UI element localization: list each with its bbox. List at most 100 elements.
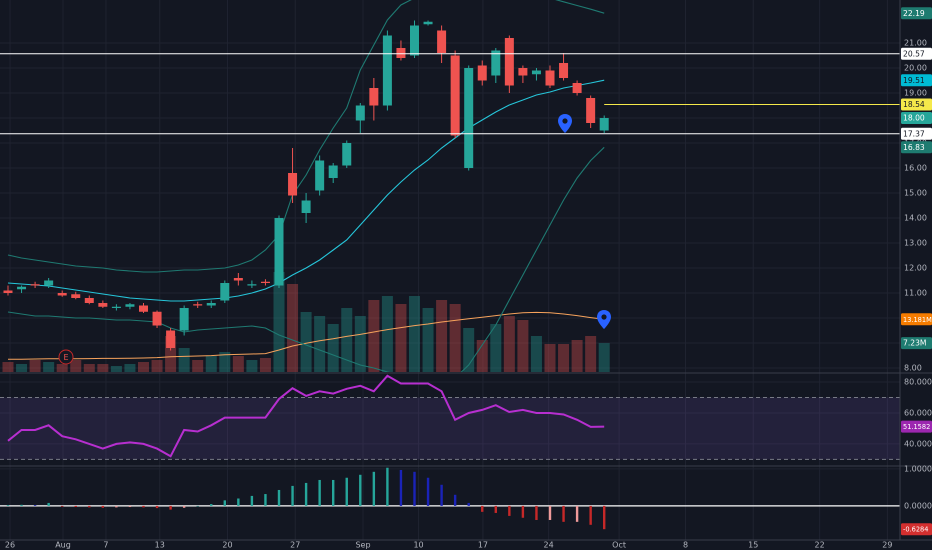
volume-bar — [2, 362, 14, 372]
candle-body — [138, 305, 148, 312]
candle-body — [342, 143, 352, 166]
volume-bar — [314, 316, 326, 372]
volume-bar — [43, 362, 55, 372]
candle-body — [396, 48, 406, 58]
histogram-bar — [575, 505, 579, 522]
price-marker-label: 16.83 — [903, 143, 925, 152]
y-tick-label: 14.00 — [904, 214, 927, 223]
earnings-event[interactable]: E — [58, 349, 74, 365]
volume-bar — [165, 336, 177, 372]
volume-bar — [327, 324, 339, 372]
candle-body — [545, 70, 555, 86]
candle-body — [125, 304, 135, 307]
indicator-panels — [0, 374, 900, 530]
candle-body — [220, 283, 230, 301]
x-tick-label: 10 — [413, 541, 423, 550]
axis-layer: 26Aug7132027Sep101724Oct81522298.009.001… — [5, 7, 932, 550]
histogram-bar — [264, 494, 267, 506]
volume-bar — [137, 362, 149, 372]
price-marker — [901, 313, 932, 326]
candle-body — [315, 160, 325, 191]
candle-body — [464, 68, 474, 168]
price-marker-label: 13.181M — [903, 316, 932, 324]
volume-bar — [151, 360, 163, 372]
volume-bar — [205, 356, 217, 372]
histogram-bar — [345, 477, 348, 506]
histogram-bar — [386, 467, 389, 506]
histogram-bar — [277, 489, 281, 506]
volume-bar — [56, 364, 68, 372]
y-tick-label: 60.0000 — [904, 408, 932, 417]
histogram-bar — [88, 505, 91, 508]
candle-body — [152, 311, 162, 326]
candle-body — [44, 280, 54, 286]
x-tick-label: 29 — [882, 541, 892, 550]
histogram-bar — [535, 505, 538, 520]
volume-bar — [70, 360, 82, 372]
candle-body — [84, 298, 94, 303]
volume-bar — [341, 308, 353, 372]
volume-bar — [232, 356, 244, 372]
volume-bar — [29, 360, 41, 372]
candle-body — [17, 286, 27, 290]
volume-bar — [354, 316, 366, 372]
price-marker — [901, 420, 932, 433]
candle-body — [504, 38, 514, 86]
volume-bar — [395, 304, 407, 372]
price-marker-label: 20.57 — [903, 49, 925, 58]
volume-bar — [490, 324, 502, 372]
pin-icon[interactable] — [558, 114, 572, 133]
volume-bar — [124, 364, 136, 372]
price-marker — [901, 112, 932, 124]
volume-bar — [463, 328, 475, 372]
histogram-bar — [47, 502, 50, 506]
histogram-bar — [115, 505, 118, 508]
y-tick-label: 16.00 — [904, 164, 927, 173]
candle-body — [193, 304, 203, 306]
volume-bar — [408, 296, 420, 372]
histogram-bar — [182, 505, 186, 508]
price-panel — [0, 0, 900, 372]
histogram-bar — [33, 505, 37, 506]
volume-bar — [83, 364, 95, 372]
y-tick-label: 13.00 — [904, 239, 927, 248]
volume-bar — [517, 320, 529, 372]
x-tick-label: 22 — [815, 541, 825, 550]
pin-dot — [562, 118, 568, 124]
candle-body — [572, 83, 582, 93]
event-badge[interactable] — [58, 349, 74, 365]
price-marker — [901, 127, 932, 140]
volume-bar — [530, 336, 542, 372]
histogram-bar — [467, 502, 470, 506]
candle-body — [491, 50, 501, 76]
candle-body — [3, 290, 13, 293]
event-label[interactable]: E — [63, 353, 68, 362]
pin-icon[interactable] — [597, 310, 611, 329]
candle-body — [288, 173, 298, 196]
histogram-bar — [250, 495, 254, 506]
histogram-bar — [508, 505, 511, 516]
candle-body — [423, 21, 433, 25]
y-tick-label: 8.00 — [904, 364, 922, 373]
histogram-bar — [331, 479, 335, 506]
histogram-bar — [128, 505, 132, 508]
histogram-bar — [453, 494, 457, 506]
histogram-bar — [359, 474, 362, 506]
candle-body — [599, 118, 609, 131]
histogram-bar — [60, 505, 64, 507]
y-tick-label: 1.0000 — [904, 464, 932, 473]
price-marker-label: 51.1582 — [903, 423, 930, 431]
price-marker-label: 22.19 — [903, 9, 925, 18]
histogram-bar — [603, 505, 606, 530]
histogram-bar — [196, 505, 199, 507]
histogram-bar — [494, 505, 497, 513]
candle-body — [301, 200, 311, 213]
histogram-bar — [304, 482, 308, 506]
y-tick-label: 12.00 — [904, 264, 927, 273]
volume-bar — [273, 272, 285, 372]
candle-body — [586, 98, 596, 123]
volume-bar — [558, 344, 570, 372]
x-tick-label: 27 — [290, 541, 300, 550]
